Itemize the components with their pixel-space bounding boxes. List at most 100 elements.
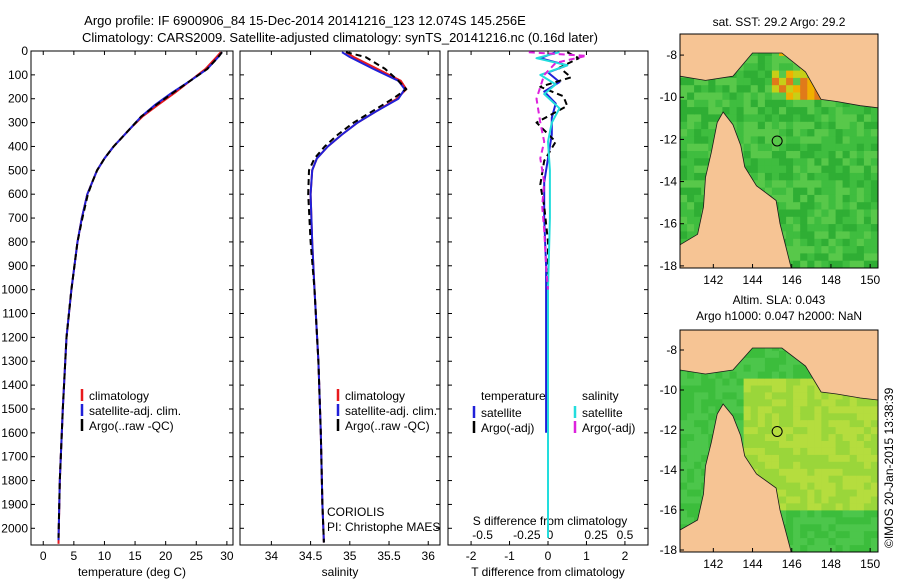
field-cell <box>743 420 752 428</box>
field-cell <box>842 524 851 532</box>
field-cell <box>743 121 752 130</box>
field-cell <box>786 92 794 101</box>
field-cell <box>779 70 787 79</box>
field-cell <box>800 180 808 189</box>
field-cell <box>764 180 773 189</box>
field-cell <box>786 202 794 211</box>
field-cell <box>870 454 878 463</box>
y-tick-label: 1100 <box>2 307 28 321</box>
field-cell <box>736 364 745 373</box>
x-tick-label: 34.5 <box>299 549 323 563</box>
field-cell <box>722 85 731 94</box>
field-cell <box>750 427 759 435</box>
field-cell <box>863 151 872 159</box>
field-cell <box>856 524 865 532</box>
field-cell <box>694 151 702 159</box>
x-tick-label: 35.5 <box>377 549 401 563</box>
field-cell <box>870 246 878 254</box>
y-tick-label: 1900 <box>1 497 28 511</box>
field-cell <box>842 441 851 449</box>
field-cell <box>757 434 766 442</box>
field-cell <box>786 489 794 498</box>
field-cell <box>687 427 695 435</box>
field-cell <box>750 434 759 442</box>
field-cell <box>835 517 844 525</box>
field-cell <box>779 121 787 130</box>
field-cell <box>800 475 808 484</box>
field-cell <box>793 77 801 86</box>
field-cell <box>849 420 858 428</box>
field-cell <box>800 434 808 442</box>
field-cell <box>786 136 794 145</box>
field-cell <box>771 114 780 123</box>
field-cell <box>821 202 830 211</box>
field-cell <box>771 482 780 491</box>
field-cell <box>849 399 858 407</box>
field-cell <box>870 136 878 145</box>
field-cell <box>708 114 716 123</box>
field-cell <box>835 420 844 428</box>
field-cell <box>729 392 738 400</box>
field-cell <box>807 136 815 145</box>
field-cell <box>771 357 780 366</box>
field-cell <box>771 350 780 359</box>
y-tick-label: 900 <box>8 259 28 273</box>
field-cell <box>786 99 794 108</box>
field-cell <box>779 357 787 366</box>
field-cell <box>807 489 815 498</box>
field-cell <box>757 454 766 463</box>
y-tick-label: 1200 <box>1 330 28 344</box>
field-cell <box>814 114 823 123</box>
field-cell <box>863 260 872 268</box>
field-cell <box>743 357 752 366</box>
field-cell <box>729 77 738 86</box>
field-cell <box>701 158 709 167</box>
field-cell <box>870 510 878 518</box>
field-cell <box>771 165 780 174</box>
field-cell <box>835 496 844 504</box>
field-cell <box>800 253 808 262</box>
map-x-tick-label: 142 <box>703 557 723 571</box>
field-cell <box>729 371 738 380</box>
field-cell <box>694 114 702 123</box>
legend-heading-salinity: salinity <box>582 389 619 403</box>
field-cell <box>708 420 716 428</box>
field-cell <box>870 165 878 174</box>
field-cell <box>856 399 865 407</box>
field-cell <box>842 482 851 491</box>
field-cell <box>856 209 865 218</box>
field-cell <box>849 447 858 456</box>
field-cell <box>870 158 878 167</box>
field-cell <box>764 392 773 400</box>
field-cell <box>743 85 752 94</box>
field-cell <box>842 496 851 504</box>
field-cell <box>757 392 766 400</box>
field-cell <box>757 151 766 159</box>
field-cell <box>821 503 830 511</box>
field-cell <box>771 107 780 115</box>
field-cell <box>835 538 844 546</box>
map-x-tick-label: 144 <box>743 273 763 287</box>
field-cell <box>701 441 709 449</box>
field-cell <box>736 92 745 101</box>
field-cell <box>863 496 872 504</box>
field-cell <box>828 202 837 211</box>
field-cell <box>814 151 823 159</box>
field-cell <box>870 420 878 428</box>
x-tick-label: -2 <box>466 549 477 563</box>
field-cell <box>779 475 787 484</box>
field-cell <box>750 441 759 449</box>
field-cell <box>842 216 851 225</box>
field-cell <box>743 165 752 174</box>
field-cell <box>814 260 823 268</box>
land-new-guinea <box>680 34 878 109</box>
field-cell <box>786 434 794 442</box>
x-tick-label: 15 <box>128 549 142 563</box>
field-cell <box>793 216 801 225</box>
field-cell <box>856 246 865 254</box>
field-cell <box>835 129 844 137</box>
field-cell <box>680 129 688 137</box>
field-cell <box>743 399 752 407</box>
field-cell <box>680 165 688 174</box>
field-cell <box>680 121 688 130</box>
